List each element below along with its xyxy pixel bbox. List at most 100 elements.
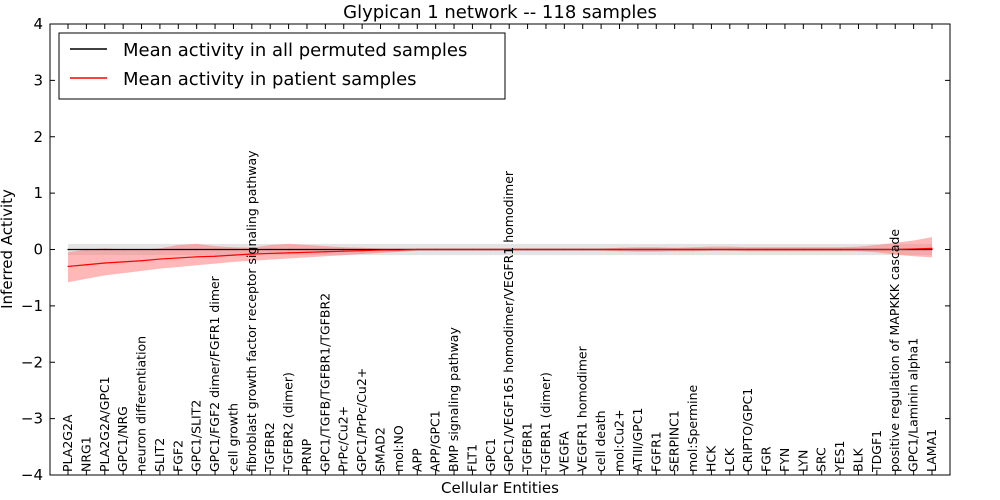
x-tick-label: APP xyxy=(409,448,424,472)
x-tick-label: ATIII/GPC1 xyxy=(630,408,645,472)
data-point-permuted xyxy=(159,248,161,251)
data-point-patient xyxy=(67,265,69,268)
data-point-patient xyxy=(159,258,161,260)
data-point-patient xyxy=(343,250,345,252)
x-tick-label: LCK xyxy=(722,447,737,472)
x-tick-label: GPC1 xyxy=(483,438,498,472)
data-point-patient xyxy=(398,249,400,251)
data-point-patient xyxy=(545,248,547,251)
x-tick-label: YES1 xyxy=(832,441,847,473)
x-tick-label: GPC1/TGFB/TGFBR1/TGFBR2 xyxy=(317,293,332,472)
y-tick-label: 4 xyxy=(33,15,43,33)
data-point-permuted xyxy=(324,248,326,251)
data-point-permuted xyxy=(931,248,933,251)
y-tick-label: 3 xyxy=(33,71,43,89)
x-tick-label: SRC xyxy=(814,447,829,472)
x-tick-label: CRIPTO/GPC1 xyxy=(740,388,755,472)
data-point-patient xyxy=(839,248,841,251)
x-tick-label: GPC1/NRG xyxy=(115,406,130,472)
x-tick-label: GPC1/Laminin alpha1 xyxy=(906,338,921,472)
x-tick-label: TGFBR1 xyxy=(520,422,535,473)
y-axis: 4 3 2 1 0 −1 −2 −3 −4 xyxy=(21,15,950,484)
data-point-patient xyxy=(821,248,823,251)
data-point-permuted xyxy=(343,248,345,251)
data-point-patient xyxy=(710,248,713,251)
x-axis-label: Cellular Entities xyxy=(441,479,559,497)
data-point-patient xyxy=(931,247,933,249)
data-point-patient xyxy=(288,252,290,254)
data-point-permuted xyxy=(214,248,216,251)
x-tick-label: LAMA1 xyxy=(924,429,939,472)
data-point-patient xyxy=(857,248,860,251)
y-tick-label: 0 xyxy=(33,241,43,259)
data-point-patient xyxy=(306,251,308,253)
data-point-permuted xyxy=(104,248,106,251)
x-tick-label: SMAD2 xyxy=(373,427,388,472)
confidence-bands xyxy=(68,237,932,283)
data-point-patient xyxy=(122,261,124,263)
x-tick-label: positive regulation of MAPKKK cascade xyxy=(887,229,902,472)
x-tick-label: mol:Cu2+ xyxy=(611,409,626,472)
data-point-patient xyxy=(251,253,253,255)
data-point-patient xyxy=(214,255,216,257)
y-tick-label: −1 xyxy=(21,297,43,315)
y-axis-label: Inferred Activity xyxy=(0,189,16,309)
x-tick-label: neuron differentiation xyxy=(134,336,149,472)
data-point-permuted xyxy=(269,248,271,251)
data-point-patient xyxy=(177,257,179,259)
x-tick-label: TGFBR2 xyxy=(262,422,277,473)
data-point-patient xyxy=(471,248,474,251)
data-point-patient xyxy=(563,248,565,251)
series-lines xyxy=(67,247,933,268)
data-point-patient xyxy=(729,248,731,251)
data-point-patient xyxy=(784,248,786,251)
y-tick-label: 1 xyxy=(33,184,43,202)
x-tick-label: BMP signaling pathway xyxy=(446,327,461,472)
x-tick-label: GPC1/PrPc/Cu2+ xyxy=(354,368,369,472)
data-point-patient xyxy=(600,248,602,251)
data-point-patient xyxy=(324,251,326,253)
data-point-patient xyxy=(618,248,621,251)
data-point-patient xyxy=(913,248,915,250)
data-point-patient xyxy=(526,248,529,251)
x-tick-label: PrPc/Cu2+ xyxy=(336,406,351,472)
data-point-patient xyxy=(361,250,363,252)
x-tick-label: APP/GPC1 xyxy=(428,410,443,472)
x-tick-label: SLIT2 xyxy=(152,438,167,472)
data-point-patient xyxy=(802,248,804,251)
band-patient xyxy=(68,237,932,283)
legend-label-patient: Mean activity in patient samples xyxy=(123,69,417,90)
x-tick-label: cell growth xyxy=(225,403,240,472)
x-tick-label: TGFBR2 (dimer) xyxy=(281,372,296,473)
data-point-permuted xyxy=(361,248,363,251)
x-tick-label: fibroblast growth factor receptor signal… xyxy=(244,150,259,472)
x-tick-label: mol:Spermine xyxy=(685,384,700,472)
y-tick-label: 2 xyxy=(33,128,43,146)
data-point-patient xyxy=(655,248,657,251)
data-point-patient xyxy=(85,264,87,266)
data-point-patient xyxy=(692,248,694,251)
data-point-patient xyxy=(490,248,492,251)
x-tick-label: FYN xyxy=(777,448,792,472)
data-point-patient xyxy=(582,248,584,251)
data-point-patient xyxy=(435,248,437,251)
x-tick-label: LYN xyxy=(795,450,810,472)
data-point-patient xyxy=(508,248,510,251)
data-point-permuted xyxy=(232,248,235,251)
x-tick-label: cell death xyxy=(593,410,608,472)
data-point-patient xyxy=(765,248,768,251)
data-point-patient xyxy=(453,248,455,251)
data-point-permuted xyxy=(140,248,143,251)
x-tick-label: FGF2 xyxy=(170,440,185,472)
data-point-patient xyxy=(674,248,676,251)
data-point-patient xyxy=(876,248,878,251)
data-point-patient xyxy=(379,249,382,251)
x-tick-label: FLT1 xyxy=(464,444,479,472)
x-tick-label: SERPINC1 xyxy=(667,410,682,472)
data-point-patient xyxy=(416,248,418,251)
x-tick-label: GPC1/VEGF165 homodimer/VEGFR1 homodimer xyxy=(501,170,516,472)
data-point-permuted xyxy=(177,248,179,251)
data-point-patient xyxy=(104,262,106,264)
data-point-permuted xyxy=(67,248,69,251)
y-tick-label: −4 xyxy=(21,466,43,484)
